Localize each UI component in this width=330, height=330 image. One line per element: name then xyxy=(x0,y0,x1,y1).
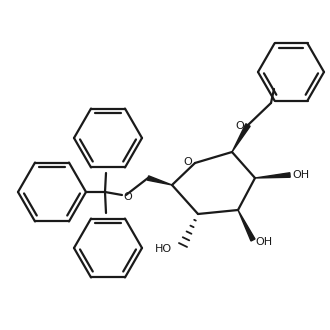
Polygon shape xyxy=(255,173,290,178)
Text: O: O xyxy=(236,121,245,131)
Text: O: O xyxy=(183,157,192,167)
Text: OH: OH xyxy=(292,170,309,180)
Text: O: O xyxy=(124,192,132,202)
Text: HO: HO xyxy=(155,244,172,254)
Polygon shape xyxy=(148,176,172,185)
Polygon shape xyxy=(232,124,250,152)
Polygon shape xyxy=(238,210,255,241)
Text: OH: OH xyxy=(255,237,272,247)
